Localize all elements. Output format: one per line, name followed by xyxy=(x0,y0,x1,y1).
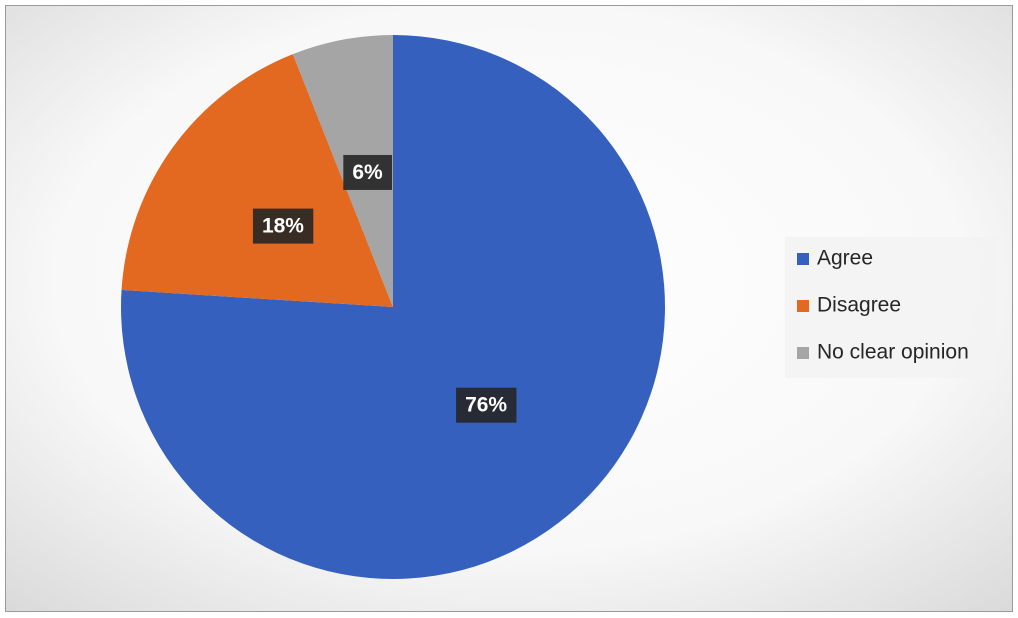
data-label-box xyxy=(343,154,393,190)
data-label: 76% xyxy=(465,394,507,417)
legend-label: No clear opinion xyxy=(817,341,969,364)
pie-slice xyxy=(121,54,393,307)
legend-swatch xyxy=(797,347,809,359)
legend-swatch xyxy=(797,300,809,312)
data-label-box xyxy=(456,387,517,423)
legend-label: Disagree xyxy=(817,294,901,317)
data-label: 18% xyxy=(262,215,304,238)
legend-swatch xyxy=(797,253,809,265)
data-label-box xyxy=(252,208,314,244)
pie-slice xyxy=(292,35,393,307)
legend-box xyxy=(785,237,997,378)
legend-label: Agree xyxy=(817,247,873,270)
data-label: 6% xyxy=(352,161,383,184)
